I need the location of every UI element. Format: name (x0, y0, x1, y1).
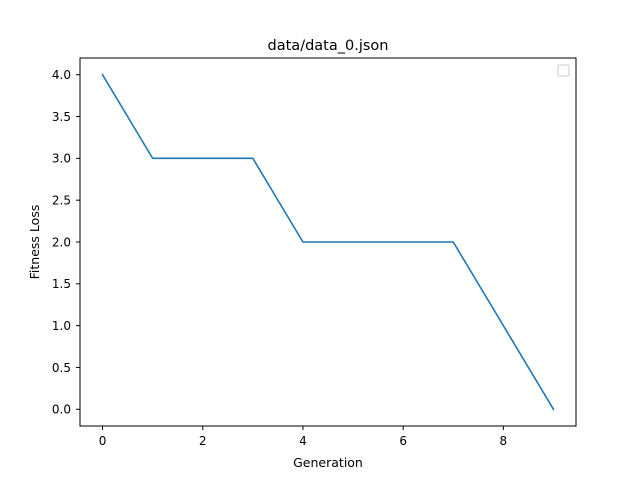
y-tick-label: 3.0 (52, 152, 71, 166)
y-tick-label: 3.5 (52, 110, 71, 124)
y-tick-label: 2.0 (52, 235, 71, 249)
legend-box (558, 65, 569, 76)
x-tick-label: 2 (199, 434, 207, 448)
y-tick-label: 1.0 (52, 319, 71, 333)
y-tick-label: 0.5 (52, 361, 71, 375)
y-tick-label: 4.0 (52, 68, 71, 82)
chart-title: data/data_0.json (268, 38, 389, 54)
y-tick-label: 0.0 (52, 403, 71, 417)
legend (558, 65, 569, 76)
x-tick-label: 6 (399, 434, 407, 448)
x-tick-label: 8 (500, 434, 508, 448)
y-tick-label: 2.5 (52, 193, 71, 207)
x-tick-label: 4 (299, 434, 307, 448)
x-axis-label: Generation (293, 455, 363, 470)
y-axis-label: Fitness Loss (27, 205, 42, 280)
y-tick-label: 1.5 (52, 277, 71, 291)
x-tick-label: 0 (99, 434, 107, 448)
